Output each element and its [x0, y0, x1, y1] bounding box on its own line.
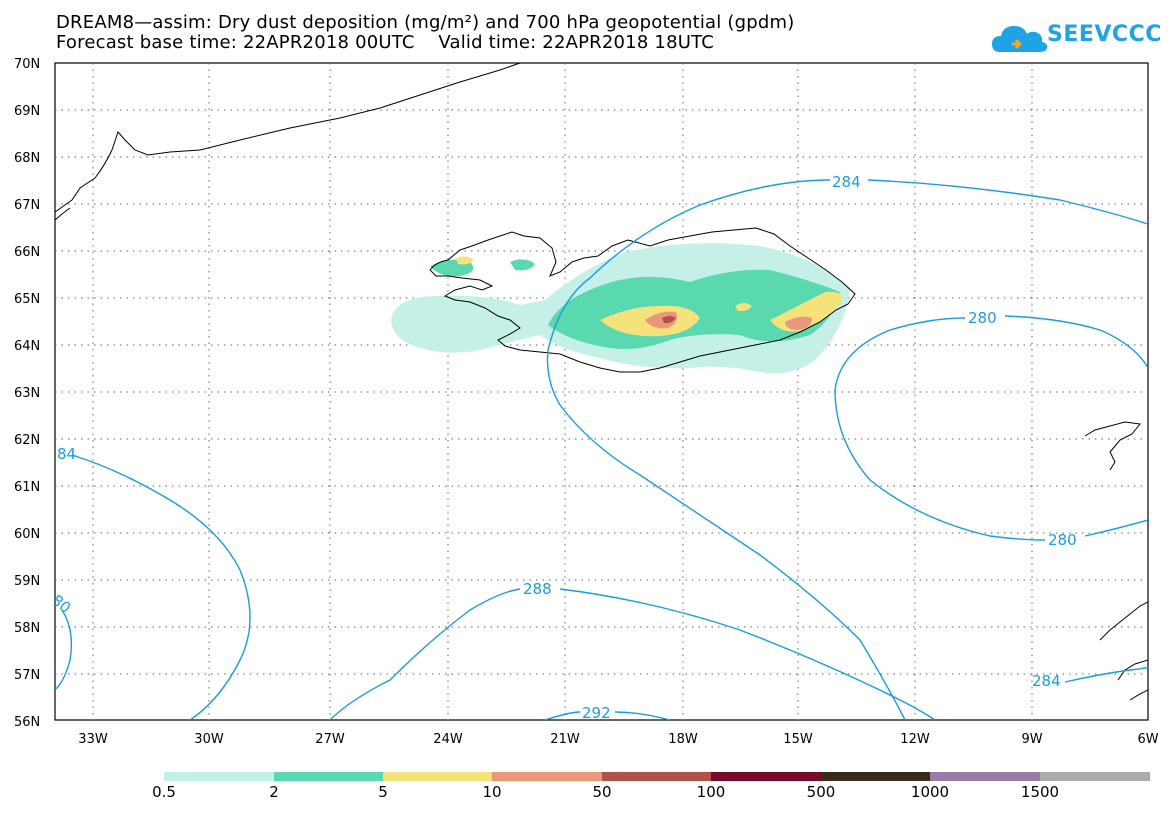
lat-label: 59N [14, 574, 40, 589]
lat-label: 56N [14, 715, 40, 730]
lat-label: 62N [14, 433, 40, 448]
legend-label: 10 [482, 783, 502, 801]
legend-swatch [930, 772, 1040, 781]
graticule [55, 63, 1148, 720]
legend-swatch [492, 772, 602, 781]
contour-label: 292 [582, 704, 611, 722]
lon-label: 15W [783, 732, 813, 747]
lon-label: 6W [1137, 732, 1158, 747]
contour-label: 280 [1048, 531, 1077, 549]
lat-label: 58N [14, 621, 40, 636]
geopotential-contours [55, 179, 1148, 720]
contour-label: 280 [968, 309, 997, 327]
legend-swatch [383, 772, 492, 781]
legend-swatch [602, 772, 711, 781]
lon-label: 33W [78, 732, 108, 747]
lon-label: 9W [1021, 732, 1042, 747]
legend-label: 1000 [910, 783, 950, 801]
lon-label: 18W [668, 732, 698, 747]
lon-label: 27W [315, 732, 345, 747]
legend-label: 0.5 [152, 783, 176, 801]
legend-swatch [821, 772, 930, 781]
lon-label: 12W [900, 732, 930, 747]
lat-label: 60N [14, 527, 40, 542]
chart-title: DREAM8—assim: Dry dust deposition (mg/m²… [56, 12, 795, 33]
contour-label: 84 [57, 445, 76, 463]
logo-text: SEEVCCC [1047, 22, 1162, 47]
lon-label: 30W [194, 732, 224, 747]
dust-deposition-shading [391, 243, 850, 374]
legend-swatch [711, 772, 821, 781]
legend-label: 1500 [1020, 783, 1060, 801]
lat-label: 69N [14, 104, 40, 119]
color-legend [164, 772, 1150, 781]
lat-label: 65N [14, 292, 40, 307]
latitude-labels: 70N 69N 68N 67N 66N 65N 64N 63N 62N 61N … [14, 57, 40, 730]
contour-label: 288 [523, 580, 552, 598]
chart-subtitle: Forecast base time: 22APR2018 00UTC Vali… [56, 32, 715, 53]
legend-label: 50 [592, 783, 612, 801]
cloud-logo-icon [992, 26, 1048, 52]
legend-swatch [274, 772, 383, 781]
coastlines [55, 63, 1148, 701]
lat-label: 66N [14, 245, 40, 260]
legend-label: 2 [269, 783, 279, 801]
lat-label: 63N [14, 386, 40, 401]
legend-label: 500 [806, 783, 836, 801]
lat-label: 57N [14, 668, 40, 683]
legend-label: 100 [696, 783, 726, 801]
legend-swatch [1040, 772, 1150, 781]
lat-label: 67N [14, 198, 40, 213]
lon-label: 21W [550, 732, 580, 747]
lat-label: 61N [14, 480, 40, 495]
legend-label: 5 [378, 783, 388, 801]
lat-label: 68N [14, 151, 40, 166]
contour-label: 284 [832, 173, 861, 191]
lon-label: 24W [433, 732, 463, 747]
longitude-labels: 33W 30W 27W 24W 21W 18W 15W 12W 9W 6W [78, 732, 1158, 747]
lat-label: 70N [14, 57, 40, 72]
legend-swatch [164, 772, 274, 781]
contour-label: 284 [1032, 672, 1061, 690]
lat-label: 64N [14, 339, 40, 354]
seevccc-logo: SEEVCCC [990, 18, 1161, 58]
